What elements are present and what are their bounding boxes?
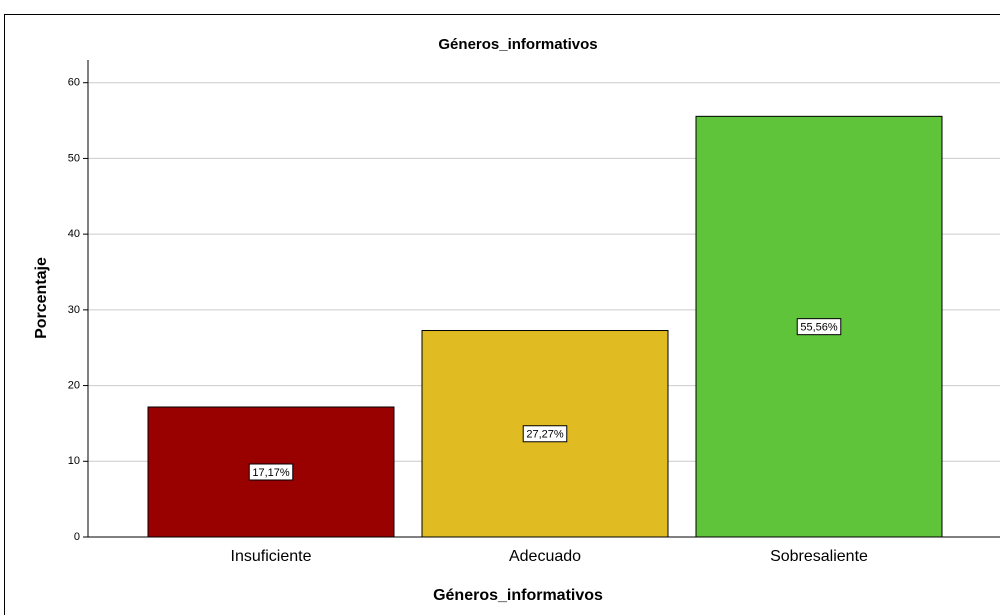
- y-tick-label: 30: [68, 304, 80, 316]
- value-label: 55,56%: [800, 322, 838, 334]
- y-tick-label: 60: [68, 77, 80, 89]
- chart-title: Géneros_informativos: [438, 36, 597, 53]
- x-tick-label: Sobresaliente: [770, 548, 868, 565]
- value-label-box: [796, 318, 842, 336]
- x-tick-label: Adecuado: [509, 548, 581, 565]
- value-label-box: [522, 425, 568, 443]
- y-tick-label: 50: [68, 152, 80, 164]
- x-axis-title: Géneros_informativos: [433, 587, 603, 604]
- value-label-box: [248, 463, 294, 481]
- y-axis-title: Porcentaje: [33, 257, 50, 339]
- y-tick-label: 40: [68, 228, 80, 240]
- y-tick-label: 10: [68, 455, 80, 467]
- y-tick-label: 20: [68, 379, 80, 391]
- x-tick-label: Insuficiente: [231, 548, 312, 565]
- value-label: 27,27%: [526, 429, 564, 441]
- value-label: 17,17%: [252, 467, 290, 479]
- y-tick-label: 0: [74, 531, 80, 543]
